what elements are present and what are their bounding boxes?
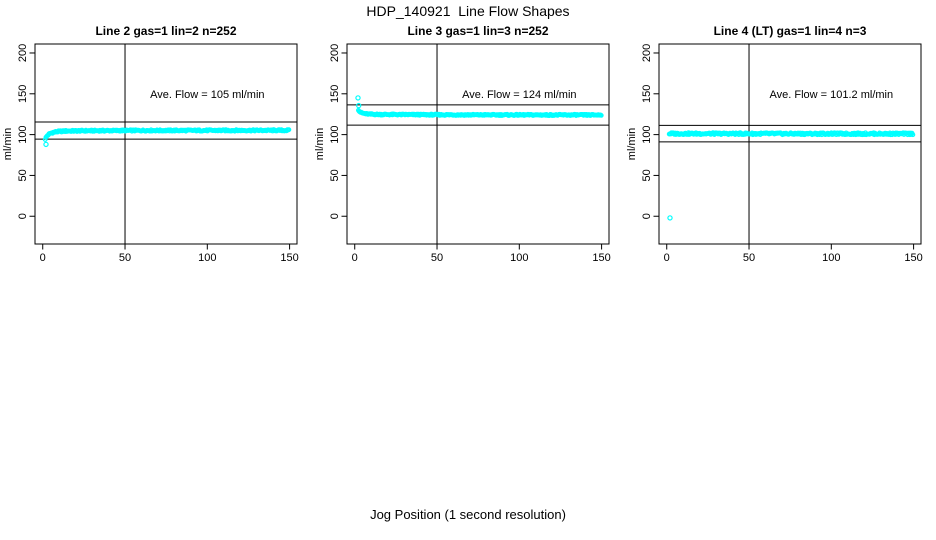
outlier-point: [355, 95, 361, 101]
outlier-point: [667, 215, 673, 221]
panel-title: Line 3 gas=1 lin=3 n=252: [407, 24, 548, 38]
y-tick-label: 50: [329, 169, 341, 181]
x-tick-label: 100: [198, 252, 216, 264]
y-tick-label: 100: [641, 125, 653, 143]
y-tick-label: 100: [329, 125, 341, 143]
x-tick-label: 50: [431, 252, 443, 264]
x-tick-label: 0: [352, 252, 358, 264]
panel-line-2-plot: Line 2 gas=1 lin=2 n=252 0 50 100 150 0 50 100 1…: [2, 24, 299, 264]
panel-line-4-plot: Line 4 (LT) gas=1 lin=4 n=3 0 50 100 150 0 50 1…: [626, 24, 923, 264]
x-tick-label: 100: [510, 252, 528, 264]
average-flow-annotation: Ave. Flow = 124 ml/min: [462, 89, 576, 101]
average-flow-annotation: Ave. Flow = 105 ml/min: [150, 89, 264, 101]
y-tick-label: 50: [17, 169, 29, 181]
outlier-point: [43, 141, 49, 148]
y-tick-label: 100: [17, 125, 29, 143]
data-points: [355, 95, 604, 118]
x-tick-label: 150: [904, 252, 922, 264]
y-axis-title: ml/min: [2, 128, 14, 160]
plot-box: [346, 43, 610, 245]
x-axis-label: Jog Position (1 second resolution): [370, 507, 566, 522]
y-tick-label: 0: [641, 213, 653, 219]
data-points: [666, 130, 916, 221]
x-tick-label: 50: [119, 252, 131, 264]
y-tick-label: 200: [329, 44, 341, 62]
y-tick-label: 200: [17, 44, 29, 62]
x-tick-label: 150: [592, 252, 610, 264]
y-tick-label: 0: [329, 213, 341, 219]
y-tick-label: 50: [641, 169, 653, 181]
x-tick-label: 150: [280, 252, 298, 264]
outlier-point: [356, 102, 362, 109]
data-points: [42, 127, 292, 148]
x-tick-label: 100: [822, 252, 840, 264]
y-axis-title: ml/min: [314, 128, 326, 160]
plot-box: [658, 43, 922, 245]
y-tick-label: 200: [641, 44, 653, 62]
average-flow-annotation: Ave. Flow = 101.2 ml/min: [770, 89, 894, 101]
y-axis-title: ml/min: [626, 128, 638, 160]
plot-box: [34, 43, 298, 245]
panel-line-3-plot: Line 3 gas=1 lin=3 n=252 0 50 100 150 0 50 100 1…: [314, 24, 611, 264]
panel-title: Line 4 (LT) gas=1 lin=4 n=3: [714, 24, 867, 38]
y-tick-label: 0: [17, 213, 29, 219]
x-tick-label: 0: [664, 252, 670, 264]
x-tick-label: 50: [743, 252, 755, 264]
x-tick-label: 0: [40, 252, 46, 264]
panel-title: Line 2 gas=1 lin=2 n=252: [95, 24, 236, 38]
y-tick-label: 150: [641, 85, 653, 103]
figure-title: HDP_140921 Line Flow Shapes: [366, 3, 570, 19]
y-tick-label: 150: [329, 85, 341, 103]
y-tick-label: 150: [17, 85, 29, 103]
